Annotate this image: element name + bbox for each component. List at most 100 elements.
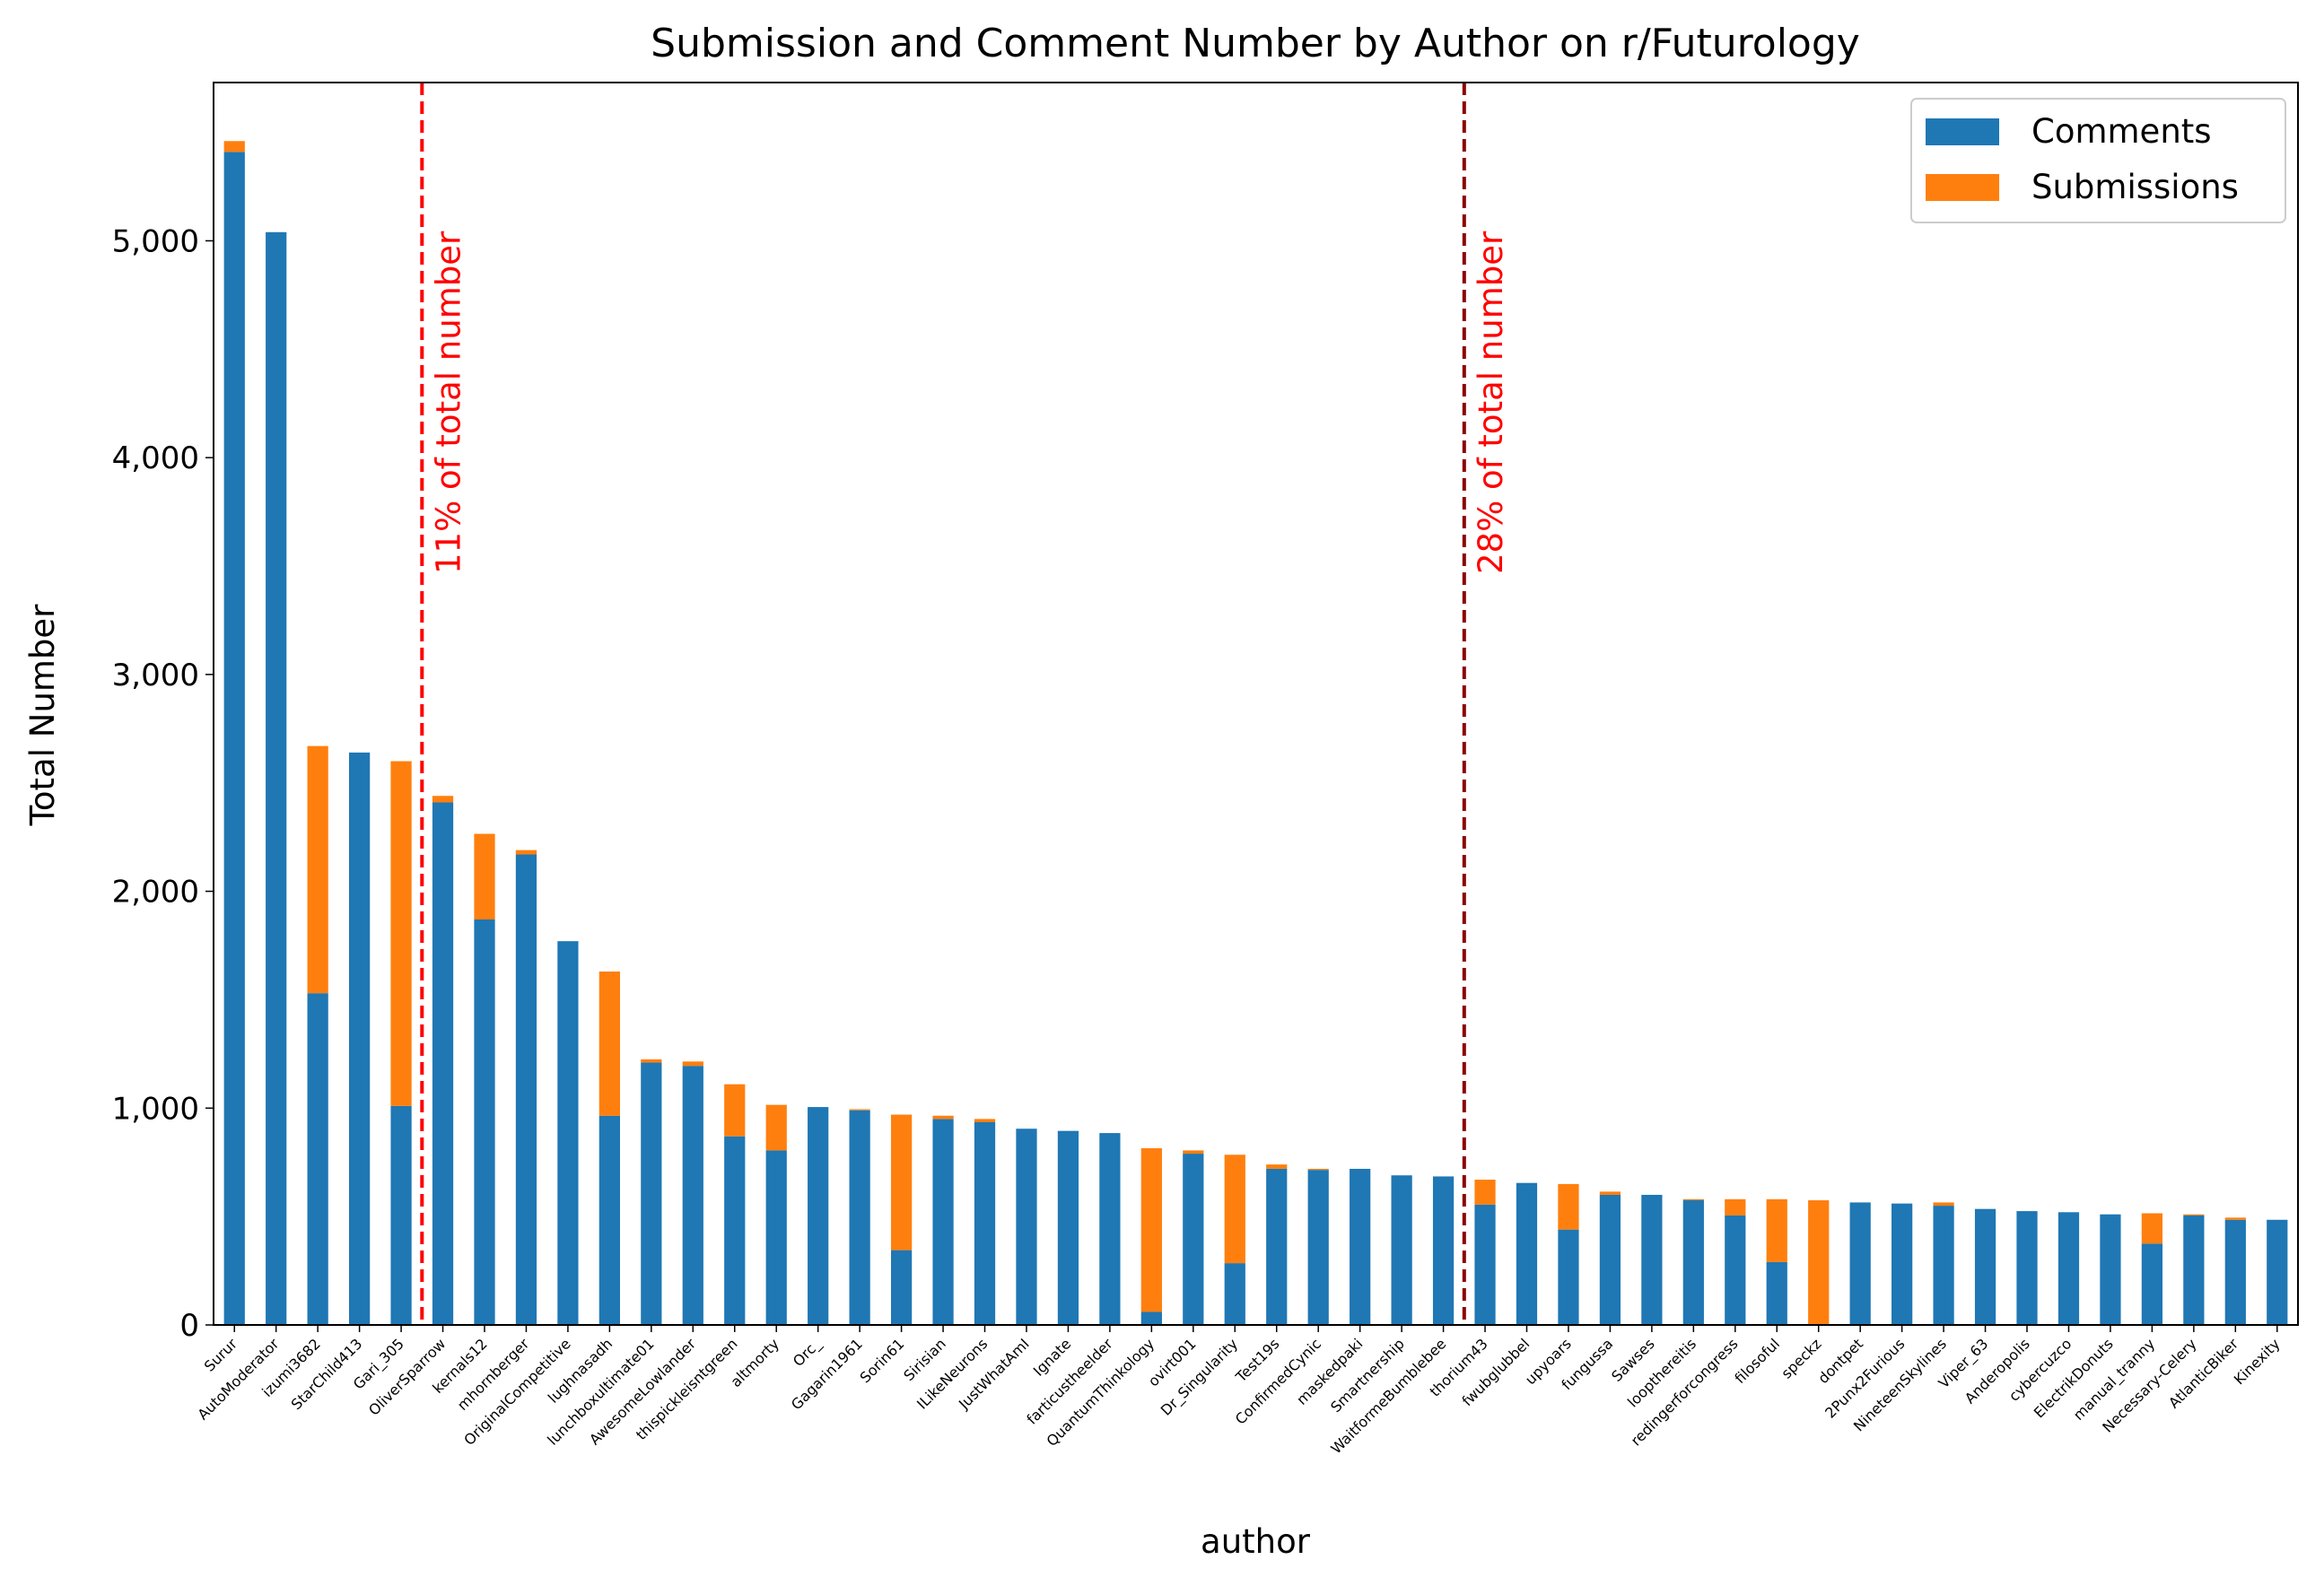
x-tick-label: Dr_Singularity (1158, 1335, 1242, 1419)
bar-submissions (2183, 1214, 2205, 1216)
x-axis-label: author (1201, 1522, 1311, 1561)
x-tick-label: Smartnership (1327, 1335, 1408, 1416)
bar-submissions (1933, 1202, 1954, 1207)
bar-submissions (1183, 1150, 1204, 1155)
bar-submissions (1725, 1198, 1746, 1216)
bar-submissions (932, 1115, 954, 1120)
bar-comments (1183, 1154, 1204, 1325)
y-tick-label: 2,000 (112, 875, 199, 911)
bar-submissions (515, 850, 537, 855)
bar-comments (932, 1119, 954, 1325)
bar-submissions (432, 796, 454, 803)
bar-comments (1725, 1215, 1746, 1325)
bar-submissions (1266, 1164, 1288, 1169)
bar-comments (1682, 1200, 1704, 1325)
bar-comments (1892, 1203, 1913, 1325)
bar-comments (515, 854, 537, 1325)
bar-submissions (474, 833, 495, 920)
bar-comments (307, 993, 328, 1325)
bar-comments (724, 1136, 746, 1325)
x-tick-label: Kinexity (2231, 1335, 2284, 1388)
bar-submissions (1599, 1191, 1621, 1195)
bar-comments (1224, 1263, 1245, 1325)
bar-comments (474, 919, 495, 1325)
bar-comments (2141, 1243, 2163, 1325)
x-tick-label: filosoful (1731, 1335, 1783, 1387)
chart-title: Submission and Comment Number by Author … (651, 21, 1860, 66)
bar-comments (1140, 1312, 1162, 1325)
legend-box (1910, 98, 2286, 223)
bar-comments (1391, 1175, 1412, 1325)
axes-frame (213, 82, 2299, 1326)
y-tick-label: 4,000 (112, 440, 199, 476)
bar-comments (2183, 1215, 2205, 1325)
bar-comments (682, 1066, 703, 1325)
bar-comments (1641, 1194, 1663, 1325)
bar-comments (765, 1150, 787, 1325)
bar-submissions (2224, 1217, 2246, 1220)
bar-submissions (223, 141, 245, 152)
x-tick-label: Surur (201, 1335, 241, 1375)
bar-comments (1849, 1202, 1871, 1325)
plot-area: SururAutoModeratorizumi3682StarChild413G… (112, 82, 2299, 1457)
bar-comments (223, 152, 245, 1326)
bar-submissions (1140, 1148, 1162, 1312)
bar-comments (808, 1107, 829, 1325)
legend-label-submissions: Submissions (2031, 168, 2239, 206)
legend-swatch-submissions (1926, 174, 1999, 201)
bar-comments (2267, 1219, 2288, 1325)
y-tick-label: 3,000 (112, 658, 199, 693)
x-tick-label: Orc_ (790, 1335, 826, 1371)
bar-comments (598, 1115, 620, 1325)
bar-comments (1766, 1261, 1787, 1325)
bar-comments (432, 802, 454, 1325)
bar-submissions (307, 745, 328, 994)
y-tick-label: 1,000 (112, 1091, 199, 1127)
threshold-annotation: 28% of total number (1472, 231, 1510, 574)
bar-submissions (1474, 1180, 1496, 1205)
bar-comments (2016, 1211, 2038, 1325)
bar-submissions (724, 1084, 746, 1137)
bar-comments (1350, 1168, 1371, 1325)
bar-comments (1516, 1182, 1538, 1325)
bar-comments (2100, 1214, 2121, 1325)
bar-comments (1307, 1170, 1329, 1325)
legend: Comments Submissions (1910, 98, 2286, 223)
bar-submissions (1224, 1155, 1245, 1264)
bar-comments (1266, 1168, 1288, 1325)
bar-submissions (974, 1119, 996, 1123)
bar-comments (266, 231, 287, 1325)
bar-comments (1057, 1130, 1079, 1325)
y-tick-label: 5,000 (112, 223, 199, 259)
bar-submissions (682, 1061, 703, 1067)
bar-submissions (765, 1104, 787, 1151)
bar-submissions (1558, 1183, 1579, 1230)
bar-comments (390, 1105, 412, 1325)
bar-submissions (1682, 1198, 1704, 1201)
bar-comments (890, 1250, 913, 1325)
bar-submissions (1307, 1168, 1329, 1171)
y-tick-label: 0 (179, 1308, 199, 1344)
bar-comments (1558, 1229, 1579, 1325)
bar-submissions (390, 761, 412, 1106)
x-tick-label: Sorin61 (857, 1335, 908, 1386)
bar-comments (2224, 1219, 2246, 1325)
bar-submissions (598, 972, 620, 1116)
bar-submissions (1766, 1198, 1787, 1262)
bar-submissions (849, 1109, 870, 1111)
bar-submissions (641, 1059, 662, 1063)
bar-comments (1099, 1133, 1121, 1325)
bar-comments (349, 752, 371, 1325)
bar-comments (974, 1122, 996, 1325)
bar-comments (1599, 1194, 1621, 1325)
bar-submissions (1808, 1200, 1830, 1325)
bar-comments (1016, 1128, 1037, 1325)
bar-submissions (890, 1114, 913, 1250)
bar-comments (1474, 1204, 1496, 1325)
x-tick-label: mhornberger (454, 1335, 533, 1414)
bar-submissions (2141, 1213, 2163, 1244)
bar-comments (1974, 1208, 1996, 1325)
bar-comments (849, 1110, 870, 1325)
bar-comments (2058, 1212, 2080, 1325)
